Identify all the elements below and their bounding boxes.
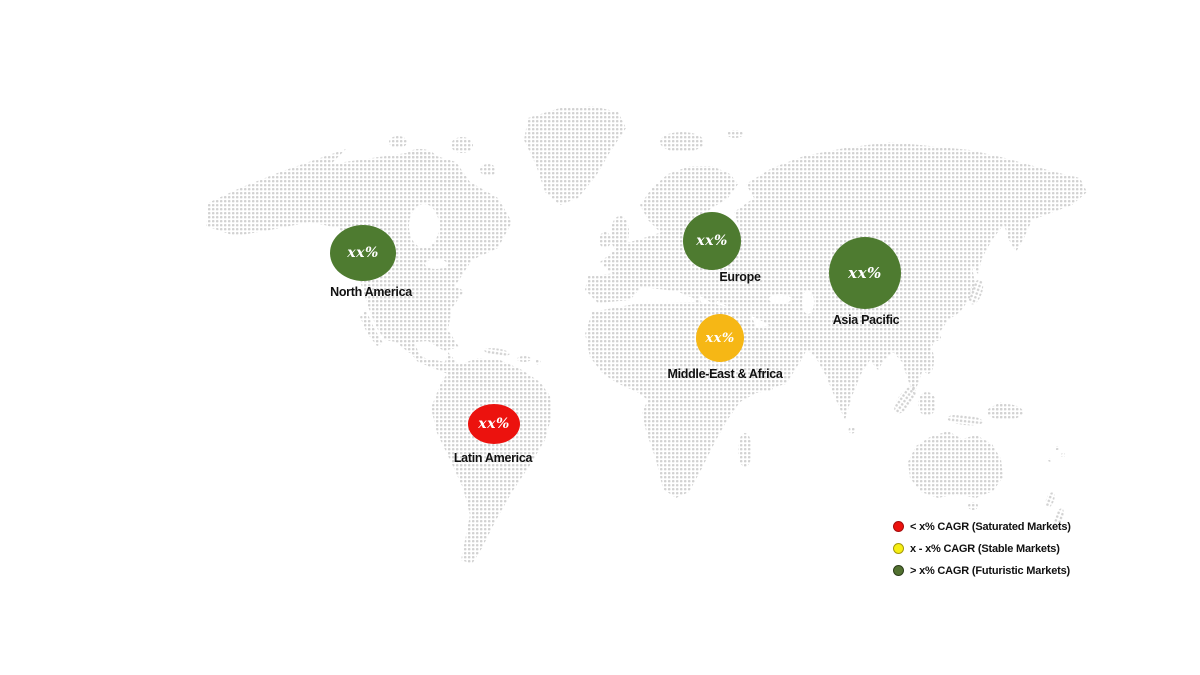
label-middle-east-africa: Middle-East & Africa [667, 367, 783, 381]
label-europe: Europe [719, 270, 761, 284]
bubble-value-europe: xx% [696, 233, 728, 249]
cagr-legend: < x% CAGR (Saturated Markets) x - x% CAG… [893, 520, 1071, 586]
bubble-value-north-america: xx% [347, 245, 379, 261]
bubble-value-middle-east-africa: xx% [705, 330, 735, 346]
bubble-value-asia-pacific: xx% [848, 264, 882, 282]
map-continents [206, 106, 1087, 564]
label-asia-pacific: Asia Pacific [832, 313, 900, 327]
legend-row-saturated: < x% CAGR (Saturated Markets) [893, 520, 1071, 533]
bubble-latin-america[interactable]: xx% [468, 404, 520, 444]
legend-label-saturated: < x% CAGR (Saturated Markets) [910, 520, 1071, 533]
legend-dot-stable-icon [893, 543, 904, 554]
legend-dot-futuristic-icon [893, 565, 904, 576]
bubble-middle-east-africa[interactable]: xx% [696, 314, 744, 362]
bubble-europe[interactable]: xx% [683, 212, 741, 270]
label-latin-america: Latin America [453, 451, 533, 465]
legend-row-stable: x - x% CAGR (Stable Markets) [893, 542, 1071, 555]
legend-label-stable: x - x% CAGR (Stable Markets) [910, 542, 1060, 555]
legend-label-futuristic: > x% CAGR (Futuristic Markets) [910, 564, 1070, 577]
label-north-america: North America [330, 285, 412, 299]
legend-row-futuristic: > x% CAGR (Futuristic Markets) [893, 564, 1071, 577]
bubble-asia-pacific[interactable]: xx% [829, 237, 901, 309]
bubble-value-latin-america: xx% [478, 416, 510, 432]
bubble-north-america[interactable]: xx% [330, 225, 396, 281]
legend-dot-saturated-icon [893, 521, 904, 532]
